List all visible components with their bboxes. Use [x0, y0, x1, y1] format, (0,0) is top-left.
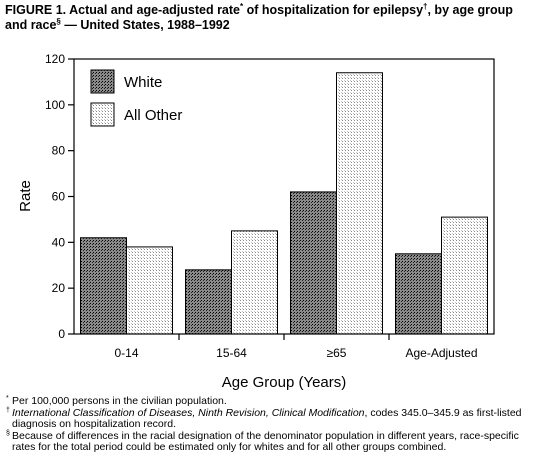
bar-all-other — [231, 230, 278, 335]
bar-chart: 0 20 40 60 80 100 120 0-14 15-64 ≥65 Age-Adjusted… — [17, 52, 495, 391]
y-tick-label: 40 — [52, 235, 66, 249]
bar-white — [395, 253, 442, 335]
footnote-mark: † — [6, 406, 10, 414]
title-footnote-mark-2: † — [423, 2, 428, 11]
bar-white — [80, 237, 127, 335]
title-footnote-mark-1: * — [240, 2, 244, 11]
title-footnote-mark-3: § — [56, 17, 61, 26]
chart-title: FIGURE 1. Actual and age-adjusted rate* … — [5, 3, 535, 33]
title-part-3: , by age group and race — [5, 3, 513, 32]
y-tick-label: 20 — [52, 281, 66, 295]
legend-label: All Other — [124, 107, 182, 124]
legend-swatch-all-other — [90, 102, 115, 127]
plot-frame — [73, 58, 495, 335]
bars — [80, 72, 488, 335]
x-tick-label: 15-64 — [216, 346, 247, 360]
bar-white — [290, 191, 337, 335]
bar-white — [185, 269, 232, 335]
title-part-4: — United States, 1988–1992 — [60, 18, 230, 32]
y-tick-label: 0 — [58, 327, 65, 341]
y-tick-label: 120 — [45, 52, 65, 66]
footnote-2: † International Classification of Disease… — [6, 406, 536, 431]
footnote-1: * Per 100,000 persons in the civilian pop… — [6, 395, 536, 408]
y-tick-label: 60 — [52, 190, 66, 204]
y-tick-label: 100 — [45, 98, 65, 112]
legend: White All Other — [90, 69, 182, 127]
y-axis-title: Rate — [17, 180, 34, 212]
bar-all-other — [126, 246, 173, 335]
footnote-text: Per 100,000 persons in the civilian popu… — [12, 395, 227, 407]
footnote-citation: International Classification of Diseases… — [12, 406, 365, 419]
y-tick-label: 80 — [52, 144, 66, 158]
footnote-mark: * — [6, 395, 9, 402]
title-part-1: FIGURE 1. Actual and age-adjusted rate — [5, 3, 241, 17]
footnote-mark: § — [6, 429, 10, 437]
legend-swatch-white — [90, 69, 115, 94]
title-part-2: of hospitalization for epilepsy — [243, 3, 424, 17]
x-axis-ticks: 0-14 15-64 ≥65 Age-Adjusted — [114, 334, 478, 360]
x-tick-label: Age-Adjusted — [405, 346, 477, 360]
footnote-text: Because of differences in the racial des… — [12, 429, 519, 454]
bar-all-other — [441, 216, 488, 335]
footnotes: * Per 100,000 persons in the civilian pop… — [6, 395, 536, 454]
y-axis-ticks: 0 20 40 60 80 100 120 — [45, 52, 74, 341]
footnote-3: § Because of differences in the racial de… — [6, 429, 536, 454]
x-tick-label: ≥65 — [327, 346, 347, 360]
x-tick-label: 0-14 — [114, 346, 138, 360]
footnote-text: , codes 345.0–345.9 as first-listed diag… — [12, 406, 522, 431]
bar-all-other — [336, 72, 383, 335]
x-axis-title: Age Group (Years) — [222, 374, 347, 391]
legend-label: White — [124, 74, 162, 91]
